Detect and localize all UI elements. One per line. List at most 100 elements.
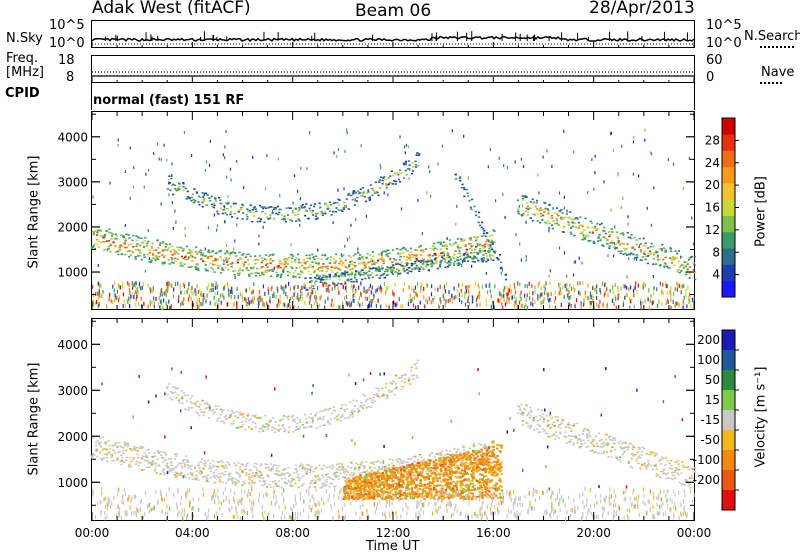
power-upper-band <box>414 166 418 168</box>
power-noise <box>421 232 423 236</box>
velocity-main-band <box>107 452 110 455</box>
power-clutter <box>415 291 417 296</box>
velocity-main-band <box>212 464 215 467</box>
velocity-main-band <box>219 476 222 478</box>
velocity-main-band <box>163 458 167 461</box>
power-late-band <box>636 256 639 259</box>
velocity-main-band <box>316 478 319 481</box>
power-upper-band <box>290 220 293 222</box>
velocity-main-band <box>358 466 361 468</box>
velocity-late-band <box>590 442 593 444</box>
velocity-late-band <box>645 465 648 468</box>
power-noise <box>117 138 119 142</box>
power-clutter <box>683 283 685 288</box>
power-main-band <box>457 252 460 254</box>
power-main-band <box>238 251 241 254</box>
velocity-main-band <box>359 464 363 467</box>
velocity-late-band <box>663 472 666 475</box>
power-clutter <box>612 285 614 290</box>
power-clutter <box>411 286 413 291</box>
velocity-main-band <box>301 464 304 467</box>
velocity-late-band <box>529 406 532 409</box>
velocity-main-band <box>434 456 437 458</box>
power-late-band <box>555 218 558 220</box>
velocity-main-band <box>275 469 278 472</box>
power-clutter <box>451 293 453 298</box>
power-main-band <box>202 254 205 257</box>
power-clutter <box>660 289 663 294</box>
power-lower-band <box>340 275 343 277</box>
velocity-main-band <box>170 470 173 472</box>
velocity-main-band <box>339 472 342 475</box>
velocity-main-band <box>275 472 278 475</box>
power-main-band <box>365 263 368 265</box>
velocity-main-band <box>313 486 316 488</box>
velocity-main-band <box>373 467 376 469</box>
velocity-late-band <box>658 460 661 462</box>
power-late-band <box>532 213 535 216</box>
velocity-upper-band <box>261 426 264 428</box>
power-main-band <box>413 254 416 257</box>
power-main-band <box>419 245 422 247</box>
power-clutter <box>503 293 505 298</box>
power-upper-band <box>177 188 180 190</box>
power-lower-band <box>314 276 317 279</box>
power-noise <box>627 222 629 226</box>
velocity-late-band <box>603 441 606 444</box>
velocity-main-band <box>310 480 313 483</box>
velocity-upper-band <box>377 387 380 390</box>
power-clutter <box>644 283 646 288</box>
power-main-band <box>404 248 407 251</box>
power-clutter <box>549 304 551 309</box>
velocity-upper-band <box>177 394 180 396</box>
power-main-band <box>288 272 291 274</box>
power-noise <box>371 259 373 263</box>
power-upper-band <box>320 210 323 213</box>
power-clutter <box>116 289 118 294</box>
velocity-main-band <box>151 460 154 462</box>
power-noise <box>462 260 464 264</box>
power-upper-band <box>173 184 176 187</box>
power-main-band <box>314 261 317 263</box>
power-clutter <box>599 288 601 293</box>
power-clutter <box>606 287 608 292</box>
velocity-late-band <box>586 429 589 431</box>
velocity-late-band <box>600 452 603 455</box>
velocity-upper-band <box>415 367 418 369</box>
velocity-main-band <box>401 465 404 467</box>
power-lower-band <box>443 259 446 261</box>
power-slant-feature <box>499 253 502 256</box>
power-lower-band <box>444 266 447 269</box>
velocity-upper-band <box>356 411 360 413</box>
velocity-late-band <box>644 464 647 467</box>
velocity-main-band <box>122 449 125 452</box>
power-late-band <box>541 219 544 221</box>
velocity-main-band <box>377 467 381 469</box>
power-main-band <box>308 254 311 257</box>
velocity-main-band <box>343 471 346 473</box>
velocity-negative-patch <box>357 498 360 501</box>
velocity-negative-patch <box>420 467 424 470</box>
velocity-upper-band <box>349 411 352 414</box>
velocity-main-band <box>277 465 280 467</box>
velocity-main-band <box>190 472 193 474</box>
power-clutter <box>490 294 492 299</box>
velocity-main-band <box>176 472 179 475</box>
velocity-late-band <box>671 478 674 481</box>
power-clutter <box>541 292 543 297</box>
power-main-band <box>298 261 301 264</box>
velocity-main-band <box>262 479 265 482</box>
power-upper-band <box>327 207 331 210</box>
power-late-band <box>678 271 681 274</box>
power-clutter <box>639 299 642 304</box>
power-late-band <box>556 213 559 215</box>
velocity-late-band <box>624 442 627 445</box>
power-late-band <box>532 201 535 203</box>
velocity-main-band <box>129 456 132 459</box>
power-slant-feature <box>483 230 486 232</box>
velocity-upper-band <box>386 394 389 397</box>
power-lower-band <box>310 280 313 282</box>
power-main-band <box>215 252 218 255</box>
power-clutter <box>196 284 198 288</box>
velocity-late-band <box>582 439 585 442</box>
